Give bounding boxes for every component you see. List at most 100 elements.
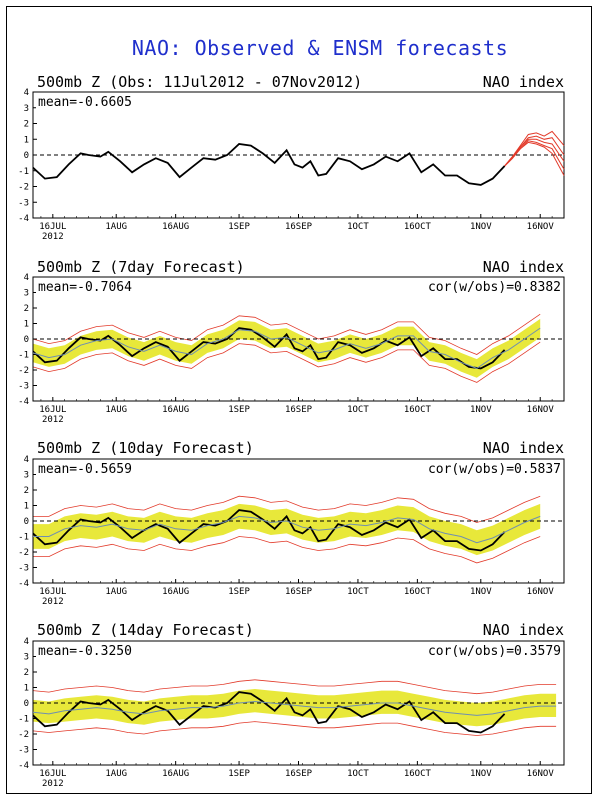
y-tick-label: -3 bbox=[18, 746, 29, 756]
y-tick-label: -3 bbox=[18, 382, 29, 392]
x-tick-year: 2012 bbox=[42, 597, 64, 607]
correlation-label: cor(w/obs)=0.5837 bbox=[428, 462, 561, 477]
x-tick-label: 1OCT bbox=[347, 222, 369, 232]
panel-right-label: NAO index bbox=[483, 73, 564, 91]
cor-label-bg bbox=[414, 461, 561, 476]
y-tick-label: -4 bbox=[18, 579, 29, 589]
y-tick-label: -4 bbox=[18, 761, 29, 771]
correlation-label: cor(w/obs)=0.8382 bbox=[428, 280, 561, 295]
x-tick-label: 1NOV bbox=[470, 222, 492, 232]
ensemble-spread-band bbox=[33, 318, 541, 378]
y-tick-label: -1 bbox=[18, 351, 29, 361]
x-tick-label: 1NOV bbox=[470, 587, 492, 597]
y-tick-label: 3 bbox=[24, 289, 29, 299]
x-tick-label: 16SEP bbox=[285, 405, 313, 415]
y-tick-label: 3 bbox=[24, 471, 29, 481]
nao-panel-1: 500mb Z (Obs: 11Jul2012 - 07Nov2012) NAO … bbox=[18, 73, 565, 242]
y-tick-label: 1 bbox=[24, 684, 29, 694]
cor-label-bg bbox=[414, 643, 561, 658]
x-tick-label: 1SEP bbox=[228, 769, 250, 779]
y-tick-label: 4 bbox=[24, 88, 29, 98]
panel-right-label: NAO index bbox=[483, 258, 564, 276]
observed-nao-line bbox=[32, 327, 506, 370]
x-tick-label: 16OCT bbox=[404, 587, 432, 597]
x-tick-label: 16SEP bbox=[285, 222, 313, 232]
x-tick-label: 16SEP bbox=[285, 587, 313, 597]
ensemble-spread-band bbox=[33, 689, 557, 727]
correlation-label: cor(w/obs)=0.3579 bbox=[428, 644, 561, 659]
y-tick-label: 2 bbox=[24, 486, 29, 496]
y-tick-label: 0 bbox=[24, 335, 29, 345]
y-tick-label: -2 bbox=[18, 183, 29, 193]
x-tick-label: 16OCT bbox=[404, 405, 432, 415]
mean-label-bg bbox=[36, 94, 164, 109]
ensemble-envelope-lower bbox=[32, 721, 557, 736]
x-tick-label: 1SEP bbox=[228, 222, 250, 232]
x-tick-label: 16NOV bbox=[527, 769, 555, 779]
mean-label-bg bbox=[36, 279, 164, 294]
nao-panel-3: 500mb Z (10day Forecast) NAO index 4 3 2 1 0 -1… bbox=[18, 439, 565, 607]
y-tick-label: -1 bbox=[18, 715, 29, 725]
panel-right-label: NAO index bbox=[483, 621, 564, 639]
ensemble-envelope-upper bbox=[33, 495, 541, 523]
y-tick-label: 4 bbox=[24, 273, 29, 283]
x-tick-label: 1NOV bbox=[470, 769, 492, 779]
x-tick-label: 1AUG bbox=[105, 405, 127, 415]
y-tick-label: 1 bbox=[24, 320, 29, 330]
ensemble-member-line bbox=[504, 135, 565, 167]
y-tick-label: 0 bbox=[24, 517, 29, 527]
nao-panel-4: 500mb Z (14day Forecast) NAO index 4 3 2 1 0 -1… bbox=[18, 621, 565, 789]
ensemble-envelope-lower bbox=[33, 536, 541, 564]
y-tick-label: 1 bbox=[24, 135, 29, 145]
mean-label: mean=-0.3250 bbox=[38, 644, 132, 659]
x-tick-label: 16JUL bbox=[39, 405, 66, 415]
forecast-mean-line bbox=[32, 700, 557, 716]
x-tick-label: 16JUL bbox=[39, 769, 66, 779]
x-tick-label: 16NOV bbox=[527, 587, 555, 597]
x-tick-year: 2012 bbox=[42, 232, 64, 242]
y-tick-label: -2 bbox=[18, 548, 29, 558]
x-tick-label: 1SEP bbox=[228, 405, 250, 415]
observed-nao-line bbox=[32, 509, 506, 552]
y-tick-label: 1 bbox=[24, 502, 29, 512]
y-tick-label: 3 bbox=[24, 104, 29, 114]
ensemble-envelope-lower bbox=[32, 341, 541, 383]
mean-label-bg bbox=[36, 643, 164, 658]
y-tick-label: 2 bbox=[24, 668, 29, 678]
panel-title: 500mb Z (10day Forecast) bbox=[37, 439, 254, 457]
panel-right-label: NAO index bbox=[483, 439, 564, 457]
x-tick-label: 1OCT bbox=[347, 769, 369, 779]
nao-panel-2: 500mb Z (7day Forecast) NAO index 4 3 2 1 0 -1 -… bbox=[18, 258, 565, 425]
x-tick-label: 16AUG bbox=[162, 587, 189, 597]
y-tick-label: 0 bbox=[24, 151, 29, 161]
x-tick-label: 16OCT bbox=[404, 222, 432, 232]
observed-nao-line bbox=[32, 143, 506, 186]
mean-label: mean=-0.7064 bbox=[38, 280, 132, 295]
panel-title: 500mb Z (Obs: 11Jul2012 - 07Nov2012) bbox=[37, 73, 362, 91]
x-tick-label: 16AUG bbox=[162, 222, 189, 232]
panel-title: 500mb Z (7day Forecast) bbox=[37, 258, 245, 276]
x-tick-year: 2012 bbox=[42, 415, 64, 425]
mean-label: mean=-0.5659 bbox=[38, 462, 132, 477]
observed-nao-line bbox=[32, 691, 506, 734]
y-tick-label: -1 bbox=[18, 533, 29, 543]
x-tick-label: 16SEP bbox=[285, 769, 313, 779]
figure-frame bbox=[6, 6, 592, 794]
x-tick-year: 2012 bbox=[42, 779, 64, 789]
y-tick-label: 4 bbox=[24, 637, 29, 647]
forecast-mean-line bbox=[32, 327, 541, 369]
y-tick-label: -2 bbox=[18, 730, 29, 740]
y-tick-label: 4 bbox=[24, 455, 29, 465]
y-tick-label: -2 bbox=[18, 366, 29, 376]
x-tick-label: 1NOV bbox=[470, 405, 492, 415]
y-tick-label: 2 bbox=[24, 304, 29, 314]
ensemble-member-line bbox=[504, 141, 565, 176]
x-tick-label: 1AUG bbox=[105, 222, 127, 232]
x-tick-label: 1AUG bbox=[105, 769, 127, 779]
y-tick-label: 0 bbox=[24, 699, 29, 709]
x-tick-label: 16NOV bbox=[527, 222, 555, 232]
x-tick-label: 1OCT bbox=[347, 587, 369, 597]
cor-label-bg bbox=[414, 279, 561, 294]
mean-label-bg bbox=[36, 461, 164, 476]
